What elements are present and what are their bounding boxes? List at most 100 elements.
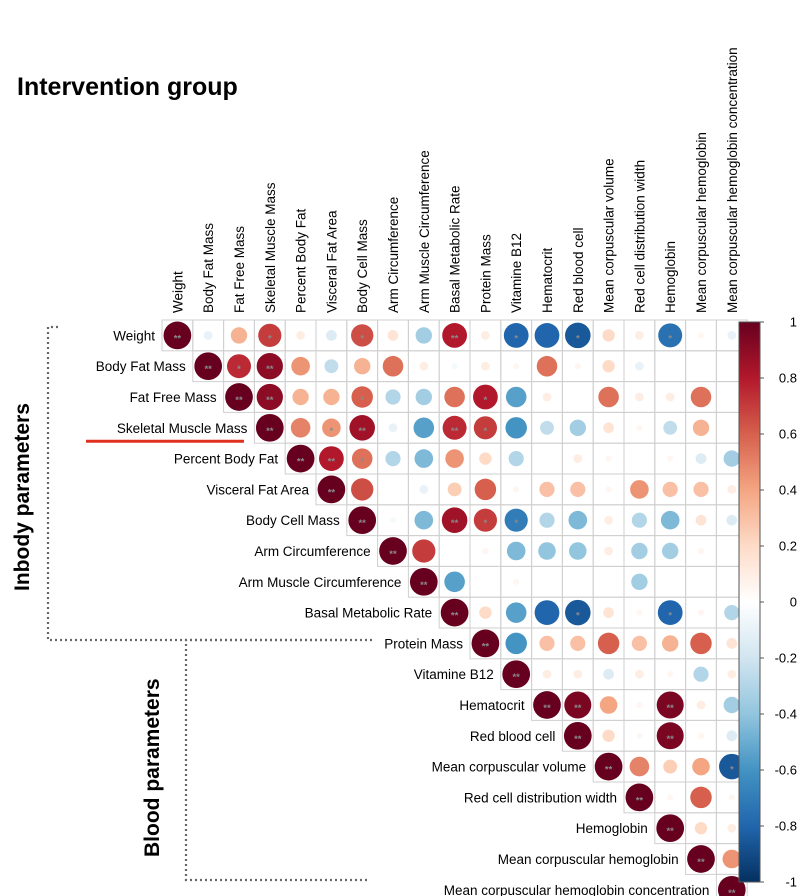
corr-weight-vs-hematocrit <box>534 323 560 348</box>
significance-marker: ** <box>358 518 366 529</box>
corr-skeletal-muscle-mass-vs-mean-corpuscular-volume <box>603 422 614 434</box>
col-label-mean-corpuscular-volume: Mean corpuscular volume <box>602 158 617 313</box>
col-label-mean-corpuscular-hemoglobin-concentration: Mean corpuscular hemoglobin concentratio… <box>725 47 740 313</box>
col-label-visceral-fat-area: Visceral Fat Area <box>324 210 339 313</box>
corr-percent-body-fat-vs-protein-mass <box>479 452 492 465</box>
corr-weight-vs-mean-corpuscular-hemoglobin <box>697 332 705 339</box>
corr-visceral-fat-area-vs-mean-corpuscular-hemoglobin-concentration <box>727 485 737 494</box>
correlation-cells: ** * * ** * * *** * **** ** * *** * ** ** *** ** ***** ** *… <box>163 321 746 896</box>
corr-arm-circumference-vs-vitamine-b12 <box>506 541 526 561</box>
significance-marker: ** <box>389 549 397 560</box>
col-label-skeletal-muscle-mass: Skeletal Muscle Mass <box>263 182 278 313</box>
corr-fat-free-mass-vs-red-blood-cell <box>576 395 580 399</box>
corr-protein-mass-vs-hemoglobin <box>662 635 679 652</box>
significance-marker: * <box>330 426 334 437</box>
corr-body-cell-mass-vs-protein-mass <box>473 508 497 532</box>
corr-red-blood-cell-vs-hemoglobin <box>656 722 684 750</box>
significance-marker: ** <box>420 580 428 591</box>
corr-protein-mass-vs-mean-corpuscular-hemoglobin-concentration <box>726 638 738 649</box>
corr-arm-muscle-circumference-vs-hematocrit <box>545 580 549 584</box>
row-label-mean-corpuscular-hemoglobin: Mean corpuscular hemoglobin <box>498 852 679 867</box>
corr-visceral-fat-area-vs-protein-mass <box>474 478 497 501</box>
corr-visceral-fat-area-vs-arm-muscle-circumference <box>419 485 429 494</box>
corr-body-cell-mass-vs-mean-corpuscular-hemoglobin-concentration <box>726 514 738 526</box>
corr-arm-muscle-circumference-vs-vitamine-b12 <box>513 578 520 585</box>
corr-protein-mass-vs-vitamine-b12 <box>505 632 527 655</box>
corr-fat-free-mass-vs-visceral-fat-area <box>323 388 340 406</box>
corr-visceral-fat-area-vs-hematocrit <box>539 481 555 497</box>
significance-marker: ** <box>451 518 459 529</box>
row-label-arm-muscle-circumference: Arm Muscle Circumference <box>239 575 402 590</box>
corr-skeletal-muscle-mass-vs-arm-muscle-circumference <box>413 417 435 439</box>
corr-fat-free-mass-vs-hematocrit <box>542 392 552 402</box>
significance-marker: ** <box>636 795 644 806</box>
col-label-vitamine-b12: Vitamine B12 <box>509 233 524 313</box>
corr-percent-body-fat-vs-vitamine-b12 <box>508 451 524 467</box>
corr-percent-body-fat-vs-red-blood-cell <box>573 454 583 463</box>
corr-arm-muscle-circumference-vs-protein-mass <box>483 580 487 584</box>
corr-body-fat-mass-vs-basal-metabolic-rate <box>451 363 458 370</box>
row-label-visceral-fat-area: Visceral Fat Area <box>206 482 309 497</box>
row-label-body-fat-mass: Body Fat Mass <box>96 359 186 374</box>
corr-mean-corpuscular-hemoglobin-vs-mean-corpuscular-hemoglobin <box>687 845 715 873</box>
corr-fat-free-mass-vs-mean-corpuscular-volume <box>598 386 619 408</box>
corr-weight-vs-hemoglobin <box>658 323 683 348</box>
significance-marker: ** <box>297 457 305 468</box>
corr-body-cell-mass-vs-basal-metabolic-rate <box>441 507 468 533</box>
corr-skeletal-muscle-mass-vs-mean-corpuscular-hemoglobin <box>692 419 710 436</box>
corr-mean-corpuscular-hemoglobin-vs-mean-corpuscular-hemoglobin-concentration <box>722 849 742 869</box>
corr-red-cell-distribution-width-vs-mean-corpuscular-hemoglobin <box>690 786 712 809</box>
corr-percent-body-fat-vs-arm-muscle-circumference <box>414 449 434 468</box>
corr-fat-free-mass-vs-arm-muscle-circumference <box>415 388 432 406</box>
col-label-protein-mass: Protein Mass <box>478 234 493 313</box>
corr-skeletal-muscle-mass-vs-hematocrit <box>540 420 554 435</box>
corr-hematocrit-vs-hemoglobin <box>656 691 684 719</box>
colorbar-tick-label: 1 <box>790 315 797 330</box>
corr-red-blood-cell-vs-red-blood-cell <box>563 721 592 750</box>
corr-weight-vs-vitamine-b12 <box>503 323 529 348</box>
corr-body-fat-mass-vs-mean-corpuscular-volume <box>602 360 615 373</box>
significance-marker: ** <box>451 611 459 622</box>
significance-marker: * <box>237 364 241 375</box>
corr-percent-body-fat-vs-red-cell-distribution-width <box>637 457 641 461</box>
significance-marker: ** <box>512 672 520 683</box>
corr-weight-vs-arm-circumference <box>387 330 399 341</box>
corr-basal-metabolic-rate-vs-protein-mass <box>479 606 492 619</box>
significance-marker: * <box>576 611 580 622</box>
corr-percent-body-fat-vs-basal-metabolic-rate <box>445 449 464 468</box>
corr-fat-free-mass-vs-body-cell-mass <box>351 386 373 408</box>
corr-weight-vs-skeletal-muscle-mass <box>258 323 282 347</box>
corr-body-cell-mass-vs-mean-corpuscular-hemoglobin <box>695 514 707 526</box>
corr-body-fat-mass-vs-skeletal-muscle-mass <box>256 353 283 380</box>
corr-weight-vs-protein-mass <box>481 331 490 340</box>
corr-arm-circumference-vs-mean-corpuscular-volume <box>604 546 613 556</box>
corr-skeletal-muscle-mass-vs-protein-mass <box>473 416 497 440</box>
corr-hematocrit-vs-red-blood-cell <box>564 691 592 719</box>
corr-body-fat-mass-vs-body-fat-mass <box>194 352 223 381</box>
corr-body-fat-mass-vs-percent-body-fat <box>291 356 310 376</box>
corr-vitamine-b12-vs-mean-corpuscular-volume <box>603 668 614 680</box>
colorbar-tick-label: 0.2 <box>779 539 797 554</box>
corr-visceral-fat-area-vs-body-cell-mass <box>351 478 374 501</box>
significance-marker: ** <box>666 826 674 837</box>
significance-marker: * <box>514 518 518 529</box>
significance-marker: * <box>484 395 488 406</box>
corr-protein-mass-vs-protein-mass <box>471 629 500 658</box>
corr-body-cell-mass-vs-body-cell-mass <box>348 506 377 535</box>
corr-hematocrit-vs-hematocrit <box>533 691 561 719</box>
corr-percent-body-fat-vs-mean-corpuscular-hemoglobin <box>695 453 707 464</box>
significance-marker: ** <box>174 333 182 344</box>
corr-arm-muscle-circumference-vs-arm-muscle-circumference <box>409 567 438 596</box>
group-label-blood: Blood parameters <box>141 678 164 857</box>
col-label-weight: Weight <box>170 271 185 313</box>
corr-percent-body-fat-vs-body-cell-mass <box>351 448 373 469</box>
corr-vitamine-b12-vs-red-blood-cell <box>573 669 583 679</box>
significance-marker: * <box>360 395 364 406</box>
significance-marker: * <box>514 333 518 344</box>
corr-body-cell-mass-vs-arm-muscle-circumference <box>414 510 434 530</box>
col-label-red-blood-cell: Red blood cell <box>571 227 586 313</box>
row-label-arm-circumference: Arm Circumference <box>254 544 370 559</box>
corr-weight-vs-mean-corpuscular-hemoglobin-concentration <box>727 331 737 340</box>
corr-red-blood-cell-vs-mean-corpuscular-hemoglobin <box>697 732 705 739</box>
corr-visceral-fat-area-vs-basal-metabolic-rate <box>447 482 462 497</box>
